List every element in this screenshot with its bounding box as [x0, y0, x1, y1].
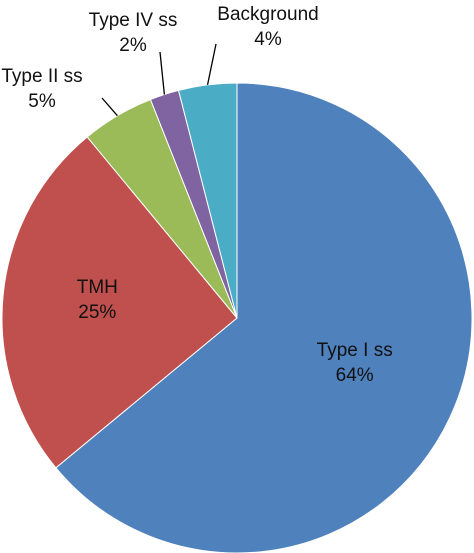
- pie-slice-type-i-ss: [55, 82, 473, 553]
- leader-line-background: [206, 43, 217, 85]
- pie-slice-tmh: [1, 136, 238, 469]
- data-label-name-tmh: TMH: [77, 277, 118, 298]
- data-labels: Type I ss 64% TMH 25% Type II ss 5% Type IV ss…: [1, 4, 392, 386]
- data-label-percent-tmh: 25%: [78, 302, 116, 323]
- leader-line-type-ii-ss: [101, 97, 118, 117]
- leader-line-type-iv-ss: [159, 51, 166, 95]
- data-label-percent-type-iv-ss: 2%: [119, 35, 147, 56]
- data-label-name-type-i-ss: Type I ss: [317, 340, 393, 361]
- data-label-percent-type-ii-ss: 5%: [28, 91, 56, 112]
- pie-slice-background: [177, 82, 238, 319]
- pie-slices: [1, 82, 473, 553]
- data-label-percent-type-i-ss: 64%: [336, 365, 374, 386]
- data-label-name-type-ii-ss: Type II ss: [1, 66, 82, 87]
- data-label-percent-background: 4%: [254, 29, 282, 50]
- leader-lines: [101, 43, 217, 117]
- data-label-name-type-iv-ss: Type IV ss: [89, 10, 178, 31]
- data-label-name-background: Background: [217, 4, 318, 25]
